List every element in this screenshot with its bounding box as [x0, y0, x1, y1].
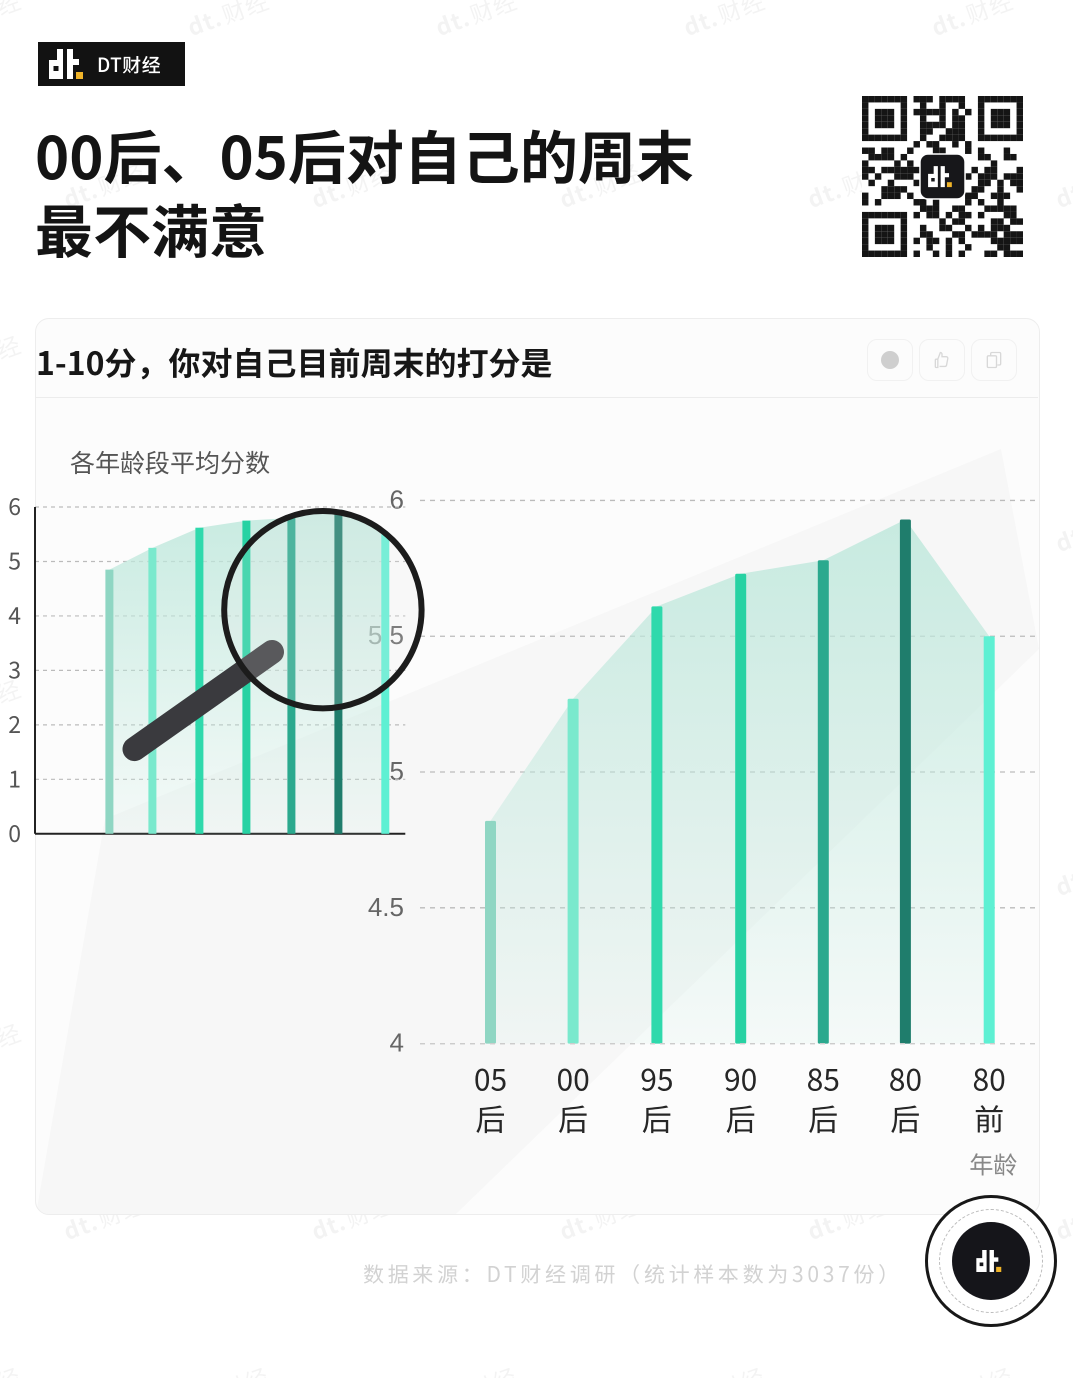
- svg-text:年龄: 年龄: [969, 1146, 1017, 1181]
- svg-text:后: 后: [808, 1096, 838, 1140]
- svg-text:4.5: 4.5: [368, 892, 404, 922]
- svg-text:85: 85: [807, 1056, 840, 1100]
- svg-text:2: 2: [8, 706, 21, 740]
- svg-text:后: 后: [476, 1096, 506, 1140]
- svg-text:80: 80: [889, 1056, 922, 1100]
- svg-text:90: 90: [724, 1056, 757, 1100]
- svg-text:后: 后: [726, 1096, 756, 1140]
- svg-text:80: 80: [973, 1056, 1006, 1100]
- svg-text:4: 4: [8, 597, 21, 631]
- svg-text:前: 前: [974, 1096, 1004, 1140]
- svg-text:后: 后: [642, 1096, 672, 1140]
- svg-text:后: 后: [890, 1096, 920, 1140]
- svg-text:1: 1: [8, 760, 21, 794]
- svg-text:后: 后: [558, 1096, 588, 1140]
- svg-text:3: 3: [8, 651, 21, 685]
- svg-text:5: 5: [8, 542, 21, 576]
- svg-text:00: 00: [556, 1056, 589, 1100]
- svg-text:0: 0: [8, 815, 21, 849]
- svg-text:05: 05: [474, 1056, 507, 1100]
- svg-text:4: 4: [390, 1028, 404, 1058]
- svg-text:6: 6: [8, 488, 21, 522]
- svg-text:95: 95: [640, 1056, 673, 1100]
